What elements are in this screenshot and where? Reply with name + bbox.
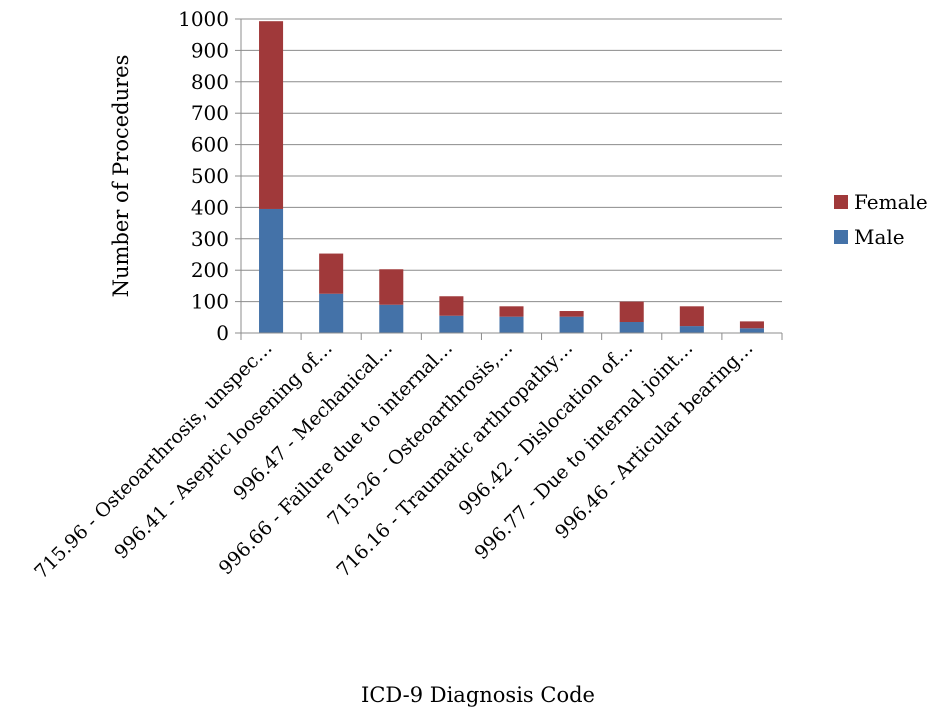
- x-category-label: 996.41 - Aseptic loosening of…: [110, 337, 337, 564]
- x-category-label: 996.77 - Due to internal joint…: [470, 337, 697, 564]
- legend-label-male: Male: [854, 225, 905, 249]
- bar-male-5: [499, 316, 524, 333]
- legend-swatch-female: [834, 195, 848, 209]
- y-tick-label: 400: [191, 195, 229, 219]
- bar-female-1: [259, 21, 284, 209]
- y-tick-label: 300: [191, 227, 229, 251]
- bar-female-9: [739, 321, 764, 329]
- y-tick-label: 1000: [178, 7, 229, 31]
- y-tick-label: 0: [216, 321, 229, 345]
- y-tick-label: 800: [191, 70, 229, 94]
- bar-male-6: [559, 316, 584, 333]
- y-axis-title: Number of Procedures: [109, 55, 133, 298]
- x-category-labels: 715.96 - Osteoarthrosis, unspec…996.41 -…: [30, 337, 757, 583]
- axes: [235, 18, 783, 340]
- bar-female-3: [379, 269, 404, 305]
- y-tick-label: 600: [191, 133, 229, 157]
- x-axis-title: ICD-9 Diagnosis Code: [361, 683, 595, 707]
- y-tick-label: 100: [191, 290, 229, 314]
- bar-male-1: [259, 208, 284, 333]
- bar-female-6: [559, 311, 584, 317]
- bar-male-9: [739, 328, 764, 333]
- bar-female-5: [499, 306, 524, 317]
- bar-female-4: [439, 296, 464, 316]
- legend-swatch-male: [834, 230, 848, 244]
- bar-male-3: [379, 304, 404, 333]
- bar-male-4: [439, 315, 464, 333]
- y-tick-label: 900: [191, 38, 229, 62]
- y-tick-label: 700: [191, 101, 229, 125]
- y-tick-label: 500: [191, 164, 229, 188]
- bar-female-8: [679, 306, 704, 327]
- y-tick-labels: 0 100 200 300 400 500 600 700 800 900 1000: [178, 7, 229, 345]
- bar-female-7: [619, 301, 644, 323]
- bar-female-2: [319, 253, 344, 294]
- y-tick-label: 200: [191, 258, 229, 282]
- legend-label-female: Female: [854, 190, 928, 214]
- bar-male-8: [679, 326, 704, 333]
- legend: Female Male: [834, 190, 928, 249]
- bar-male-2: [319, 293, 344, 333]
- bar-male-7: [619, 322, 644, 333]
- bars: [259, 21, 764, 333]
